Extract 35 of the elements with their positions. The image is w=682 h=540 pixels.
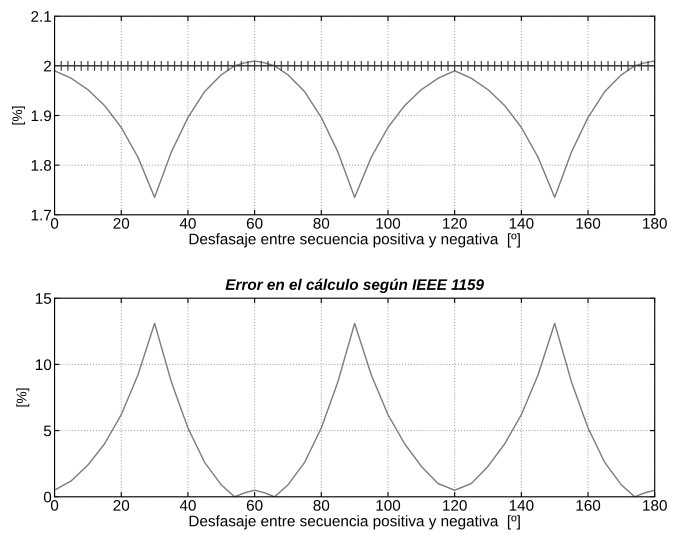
y-tick-label: 2 [44,60,52,72]
x-tick-label: 60 [246,500,263,511]
x-tick-label: 120 [443,500,467,511]
x-tick-label: 140 [510,500,534,511]
x-tick-label: 160 [576,500,600,511]
y-tick-label: 0 [44,492,52,502]
x-tick-label: 0 [50,218,58,229]
y-tick-label: 5 [44,426,52,436]
x-tick-label: 60 [246,218,263,229]
y-tick-label: 15 [36,293,52,304]
chart-title: Error en el cálculo según IEEE 1159 [226,278,484,294]
y-tick-label: 1.9 [32,110,52,122]
x-tick-label: 40 [180,500,196,511]
y-tick-label: 1.8 [32,160,52,171]
x-tick-label: 120 [443,218,467,229]
x-tick-label: 100 [376,500,400,511]
y-tick-label: 2.1 [31,11,52,22]
x-tick-label: 160 [576,218,600,229]
y-axis-title: [%] [16,388,30,407]
y-axis-title: [%] [12,106,25,125]
line-series [54,60,655,198]
x-tick-label: 20 [114,218,130,229]
x-tick-label: 80 [313,218,330,229]
y-tick-label: 10 [36,359,52,370]
x-tick-label: 180 [643,218,667,229]
x-tick-label: 100 [376,218,400,229]
x-tick-label: 40 [180,218,196,229]
x-tick-label: 20 [114,500,130,511]
x-tick-label: 180 [643,500,667,511]
y-tick-label: 1.7 [32,210,52,220]
x-tick-label: 140 [510,218,534,229]
x-axis-title: Desfasaje entre secuencia positiva y negativa [º] [190,233,520,248]
x-tick-label: 0 [50,500,58,511]
x-axis-title: Desfasaje entre secuencia positiva y negativa [º] [190,515,520,530]
x-tick-label: 80 [313,500,330,511]
